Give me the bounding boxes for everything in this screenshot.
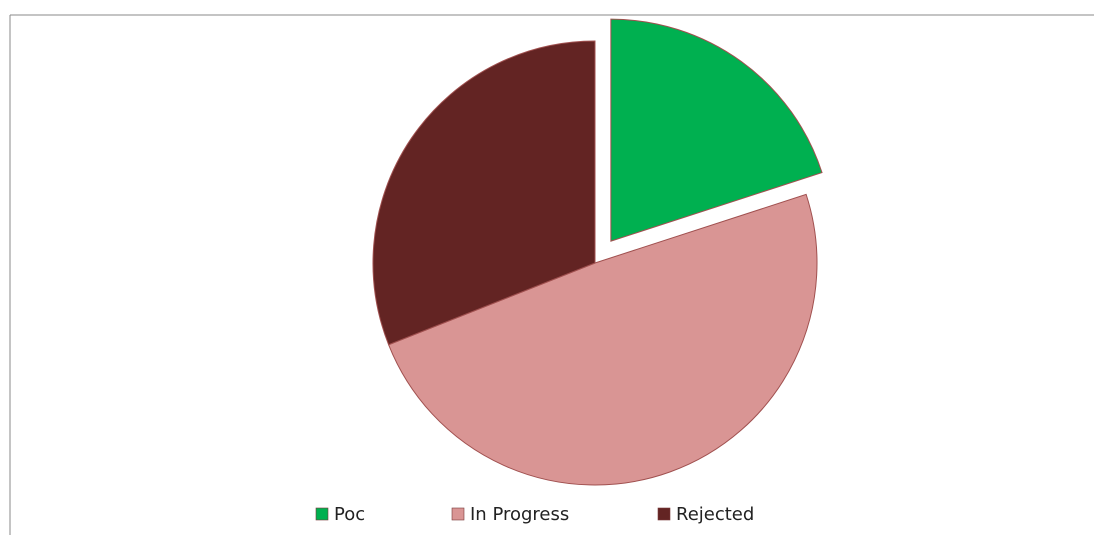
legend-label: Rejected (676, 504, 754, 525)
legend-swatch (451, 507, 465, 521)
legend-label: In Progress (470, 504, 569, 525)
legend-label: Poc (334, 504, 365, 525)
pie-slice (372, 40, 596, 346)
legend-swatch (315, 507, 329, 521)
legend-swatch (657, 507, 671, 521)
pie-slice (387, 193, 818, 486)
pie-slice (610, 18, 823, 242)
